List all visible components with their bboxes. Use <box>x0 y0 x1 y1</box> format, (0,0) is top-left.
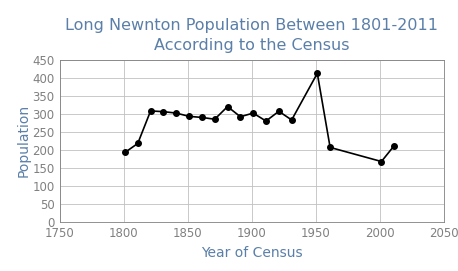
X-axis label: Year of Census: Year of Census <box>201 246 303 260</box>
Y-axis label: Population: Population <box>17 104 31 178</box>
Title: Long Newnton Population Between 1801-2011
According to the Census: Long Newnton Population Between 1801-201… <box>65 18 438 53</box>
